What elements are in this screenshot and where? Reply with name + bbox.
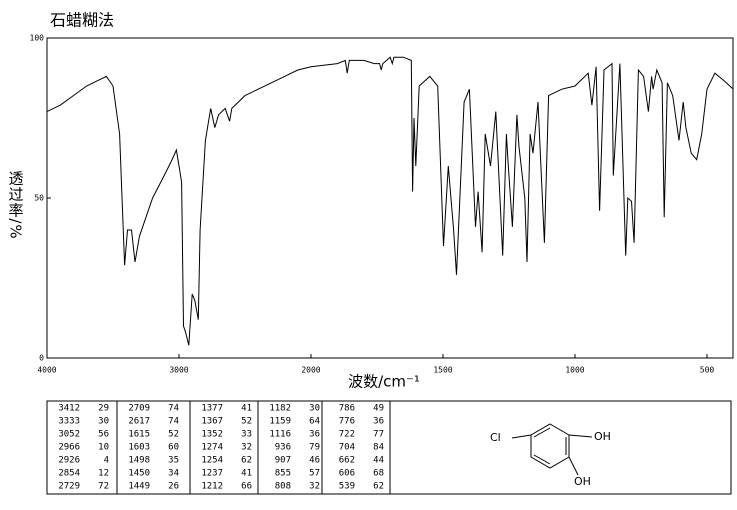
peak-wavenumber: 1182 (269, 404, 291, 414)
peak-transmittance: 62 (373, 482, 384, 492)
x-tick-label: 3000 (169, 366, 188, 375)
bond (568, 434, 593, 438)
peak-transmittance: 41 (241, 404, 252, 414)
peak-wavenumber: 722 (339, 430, 355, 440)
peak-transmittance: 46 (309, 456, 320, 466)
peak-wavenumber: 1116 (269, 430, 291, 440)
x-axis-label: 波数/cm⁻¹ (348, 373, 420, 391)
chart-title: 石蜡糊法 (50, 11, 114, 30)
peak-wavenumber: 606 (339, 469, 355, 479)
peak-transmittance: 52 (241, 417, 252, 427)
peak-wavenumber: 907 (275, 456, 291, 466)
peak-wavenumber: 1450 (128, 469, 150, 479)
peak-transmittance: 32 (241, 443, 252, 453)
y-tick-label: 50 (34, 194, 44, 203)
peak-wavenumber: 662 (339, 456, 355, 466)
peak-transmittance: 34 (168, 469, 179, 479)
peak-transmittance: 41 (241, 469, 252, 479)
peak-transmittance: 36 (373, 417, 384, 427)
peak-wavenumber: 3412 (58, 404, 80, 414)
peak-transmittance: 12 (98, 469, 109, 479)
peak-transmittance: 49 (373, 404, 384, 414)
peak-transmittance: 72 (98, 482, 109, 492)
x-tick-label: 1500 (433, 366, 452, 375)
peak-transmittance: 26 (168, 482, 179, 492)
benzene-ring (530, 423, 570, 469)
x-tick-label: 1000 (565, 366, 584, 375)
peak-transmittance: 30 (309, 404, 320, 414)
peak-wavenumber: 1449 (128, 482, 150, 492)
peak-wavenumber: 2729 (58, 482, 80, 492)
peak-wavenumber: 3052 (58, 430, 80, 440)
peak-wavenumber: 808 (275, 482, 291, 492)
peak-transmittance: 52 (168, 430, 179, 440)
peak-transmittance: 74 (168, 417, 179, 427)
peak-wavenumber: 2926 (58, 456, 80, 466)
peak-transmittance: 77 (373, 430, 384, 440)
peak-transmittance: 44 (373, 456, 384, 466)
peak-wavenumber: 1603 (128, 443, 150, 453)
x-tick-label: 2000 (301, 366, 320, 375)
peak-transmittance: 64 (309, 417, 320, 427)
peak-transmittance: 68 (373, 469, 384, 479)
peak-transmittance: 62 (241, 456, 252, 466)
peak-transmittance: 57 (309, 469, 320, 479)
table-frame (46, 400, 732, 495)
peak-transmittance: 30 (98, 417, 109, 427)
x-tick-label: 4000 (37, 366, 56, 375)
structure (511, 423, 593, 476)
atom-label: OH (594, 430, 611, 443)
peak-transmittance: 66 (241, 482, 252, 492)
peak-transmittance: 35 (168, 456, 179, 466)
peak-wavenumber: 1159 (269, 417, 291, 427)
double-bond (533, 427, 551, 438)
peak-wavenumber: 3333 (58, 417, 80, 427)
bond (568, 456, 579, 476)
peak-wavenumber: 1377 (201, 404, 223, 414)
peak-transmittance: 33 (241, 430, 252, 440)
peak-transmittance: 84 (373, 443, 384, 453)
peak-transmittance: 10 (98, 443, 109, 453)
peak-transmittance: 36 (309, 430, 320, 440)
peak-wavenumber: 786 (339, 404, 355, 414)
peak-wavenumber: 1498 (128, 456, 150, 466)
atom-label: Cl (490, 431, 501, 444)
peak-wavenumber: 1237 (201, 469, 223, 479)
peak-wavenumber: 1274 (201, 443, 223, 453)
peak-wavenumber: 539 (339, 482, 355, 492)
peak-wavenumber: 855 (275, 469, 291, 479)
x-tick-label: 500 (700, 366, 715, 375)
peak-transmittance: 74 (168, 404, 179, 414)
peak-wavenumber: 1615 (128, 430, 150, 440)
peak-transmittance: 79 (309, 443, 320, 453)
spectrum-line (46, 56, 734, 346)
peak-wavenumber: 1367 (201, 417, 223, 427)
peak-transmittance: 32 (309, 482, 320, 492)
peak-transmittance: 29 (98, 404, 109, 414)
peak-transmittance: 56 (98, 430, 109, 440)
peak-wavenumber: 704 (339, 443, 355, 453)
peak-transmittance: 4 (104, 456, 109, 466)
peak-wavenumber: 1212 (201, 482, 223, 492)
double-bond (533, 454, 551, 465)
y-axis-label: 透过率/% (7, 170, 25, 239)
peak-wavenumber: 1254 (201, 456, 223, 466)
y-tick-label: 100 (30, 34, 45, 43)
y-tick-label: 0 (39, 354, 44, 363)
peak-wavenumber: 2966 (58, 443, 80, 453)
bond (511, 434, 532, 439)
plot-frame (46, 37, 734, 359)
peak-wavenumber: 776 (339, 417, 355, 427)
peak-transmittance: 60 (168, 443, 179, 453)
peak-wavenumber: 2709 (128, 404, 150, 414)
peak-wavenumber: 1352 (201, 430, 223, 440)
peak-wavenumber: 2854 (58, 469, 80, 479)
atom-label: OH (574, 475, 591, 488)
peak-wavenumber: 2617 (128, 417, 150, 427)
peak-wavenumber: 936 (275, 443, 291, 453)
